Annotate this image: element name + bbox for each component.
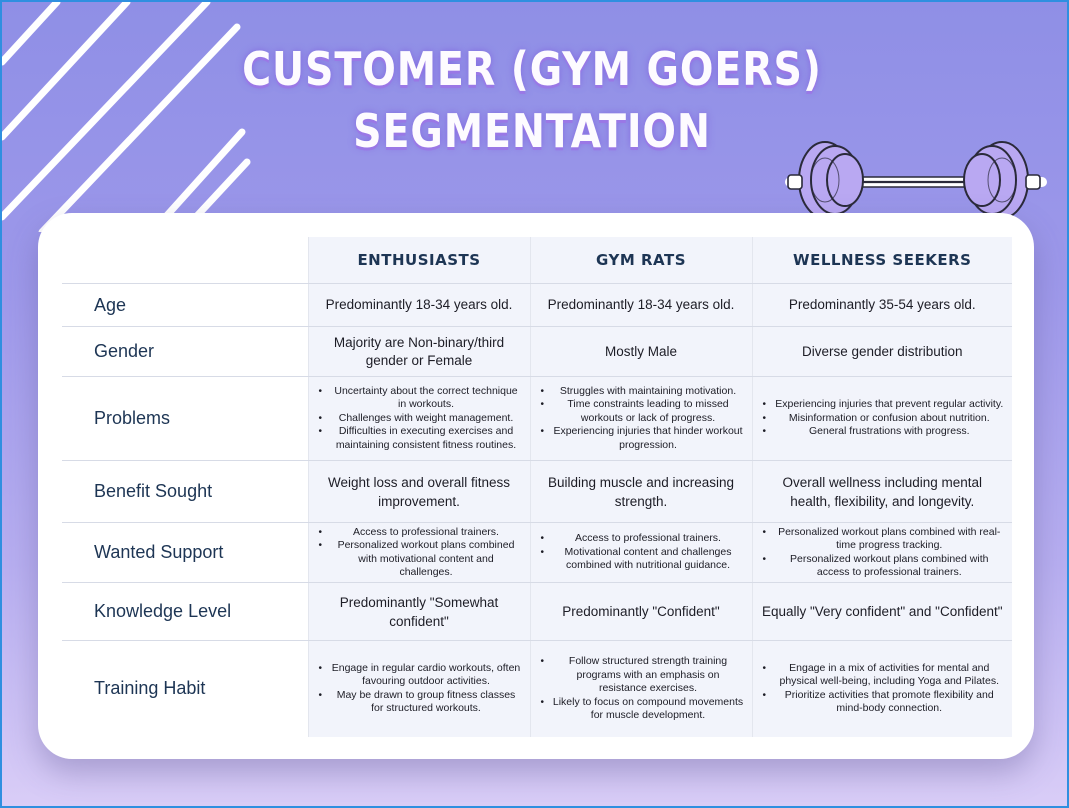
list-item: Engage in regular cardio workouts, often… xyxy=(317,662,522,689)
list-item: Personalized workout plans combined with… xyxy=(317,539,522,580)
barbell-icon xyxy=(785,141,1047,219)
table-row-benefit-sought: Benefit Sought Weight loss and overall f… xyxy=(62,460,1012,523)
bullet-list: Uncertainty about the correct technique … xyxy=(317,385,522,453)
header-gym-rats: GYM RATS xyxy=(529,237,752,284)
cell-training-enthusiasts: Engage in regular cardio workouts, often… xyxy=(307,640,530,737)
bullet-list: Access to professional trainers. Motivat… xyxy=(539,532,744,573)
cell-benefit-wellness-seekers: Overall wellness including mental health… xyxy=(751,460,1012,523)
table-row-knowledge-level: Knowledge Level Predominantly "Somewhat … xyxy=(62,582,1012,641)
row-label-benefit-sought: Benefit Sought xyxy=(62,460,308,523)
row-label-training-habit: Training Habit xyxy=(94,678,206,699)
row-label-gender: Gender xyxy=(62,326,308,377)
bullet-list: Engage in regular cardio workouts, often… xyxy=(317,662,522,716)
list-item: Uncertainty about the correct technique … xyxy=(317,385,522,412)
list-item: Prioritize activities that promote flexi… xyxy=(761,689,1005,716)
row-label-knowledge-level: Knowledge Level xyxy=(62,582,308,641)
list-item: General frustrations with progress. xyxy=(761,425,1005,439)
list-item: Access to professional trainers. xyxy=(317,526,522,540)
list-item: Difficulties in executing exercises and … xyxy=(317,425,522,452)
row-label-wanted-support: Wanted Support xyxy=(62,522,308,583)
list-item: Misinformation or confusion about nutrit… xyxy=(761,412,1005,426)
list-item: Personalized workout plans combined with… xyxy=(761,526,1005,553)
table-row-age: Age Predominantly 18-34 years old. Predo… xyxy=(62,283,1012,327)
title-line-2: SEGMENTATION xyxy=(353,104,711,158)
cell-support-enthusiasts: Access to professional trainers. Persona… xyxy=(307,522,530,583)
cell-support-gym-rats: Access to professional trainers. Motivat… xyxy=(529,522,752,583)
cell-gender-wellness-seekers: Diverse gender distribution xyxy=(751,326,1012,377)
cell-support-wellness-seekers: Personalized workout plans combined with… xyxy=(751,522,1012,583)
bullet-list: Personalized workout plans combined with… xyxy=(761,526,1005,580)
bullet-list: Follow structured strength training prog… xyxy=(539,655,744,723)
page-title: CUSTOMER (GYM GOERS) SEGMENTATION xyxy=(231,38,833,162)
list-item: Time constraints leading to missed worko… xyxy=(539,398,744,425)
header-corner xyxy=(62,237,308,284)
cell-age-enthusiasts: Predominantly 18-34 years old. xyxy=(307,283,530,327)
cell-benefit-enthusiasts: Weight loss and overall fitness improvem… xyxy=(307,460,530,523)
list-item: Access to professional trainers. xyxy=(539,532,744,546)
list-item: Personalized workout plans combined with… xyxy=(761,553,1005,580)
list-item: Follow structured strength training prog… xyxy=(539,655,744,696)
list-item: Experiencing injuries that hinder workou… xyxy=(539,425,744,452)
segmentation-table: ENTHUSIASTS GYM RATS WELLNESS SEEKERS Ag… xyxy=(62,237,1012,737)
header-enthusiasts: ENTHUSIASTS xyxy=(307,237,530,284)
list-item: Experiencing injuries that prevent regul… xyxy=(761,398,1005,412)
cell-training-gym-rats: Follow structured strength training prog… xyxy=(529,640,752,737)
list-item: Struggles with maintaining motivation. xyxy=(539,385,744,399)
list-item: Challenges with weight management. xyxy=(317,412,522,426)
cell-knowledge-enthusiasts: Predominantly "Somewhat confident" xyxy=(307,582,530,641)
list-item: Likely to focus on compound movements fo… xyxy=(539,696,744,723)
table-row-wanted-support: Wanted Support Access to professional tr… xyxy=(62,522,1012,583)
cell-training-wellness-seekers: Engage in a mix of activities for mental… xyxy=(751,640,1012,737)
table-header-row: ENTHUSIASTS GYM RATS WELLNESS SEEKERS xyxy=(62,237,1012,284)
cell-age-gym-rats: Predominantly 18-34 years old. xyxy=(529,283,752,327)
list-item: Motivational content and challenges comb… xyxy=(539,546,744,573)
cell-age-wellness-seekers: Predominantly 35-54 years old. xyxy=(751,283,1012,327)
cell-problems-enthusiasts: Uncertainty about the correct technique … xyxy=(307,376,530,461)
bullet-list: Struggles with maintaining motivation. T… xyxy=(539,385,744,453)
row-label-age: Age xyxy=(62,283,308,327)
cell-problems-wellness-seekers: Experiencing injuries that prevent regul… xyxy=(751,376,1012,461)
title-line-1: CUSTOMER (GYM GOERS) xyxy=(242,42,822,96)
cell-gender-gym-rats: Mostly Male xyxy=(529,326,752,377)
cell-benefit-gym-rats: Building muscle and increasing strength. xyxy=(529,460,752,523)
table-row-training-habit: Training Habit Engage in regular cardio … xyxy=(62,640,1012,737)
cell-gender-enthusiasts: Majority are Non-binary/third gender or … xyxy=(307,326,530,377)
bullet-list: Access to professional trainers. Persona… xyxy=(317,526,522,580)
list-item: Engage in a mix of activities for mental… xyxy=(761,662,1005,689)
table-row-problems: Problems Uncertainty about the correct t… xyxy=(62,376,1012,461)
header-wellness-seekers: WELLNESS SEEKERS xyxy=(751,237,1012,284)
cell-knowledge-gym-rats: Predominantly "Confident" xyxy=(529,582,752,641)
segmentation-card: ENTHUSIASTS GYM RATS WELLNESS SEEKERS Ag… xyxy=(38,213,1034,759)
bullet-list: Engage in a mix of activities for mental… xyxy=(761,662,1005,716)
table-row-gender: Gender Majority are Non-binary/third gen… xyxy=(62,326,1012,377)
row-label-problems: Problems xyxy=(62,376,308,461)
bullet-list: Experiencing injuries that prevent regul… xyxy=(761,398,1005,439)
list-item: May be drawn to group fitness classes fo… xyxy=(317,689,522,716)
cell-knowledge-wellness-seekers: Equally "Very confident" and "Confident" xyxy=(751,582,1012,641)
cell-problems-gym-rats: Struggles with maintaining motivation. T… xyxy=(529,376,752,461)
